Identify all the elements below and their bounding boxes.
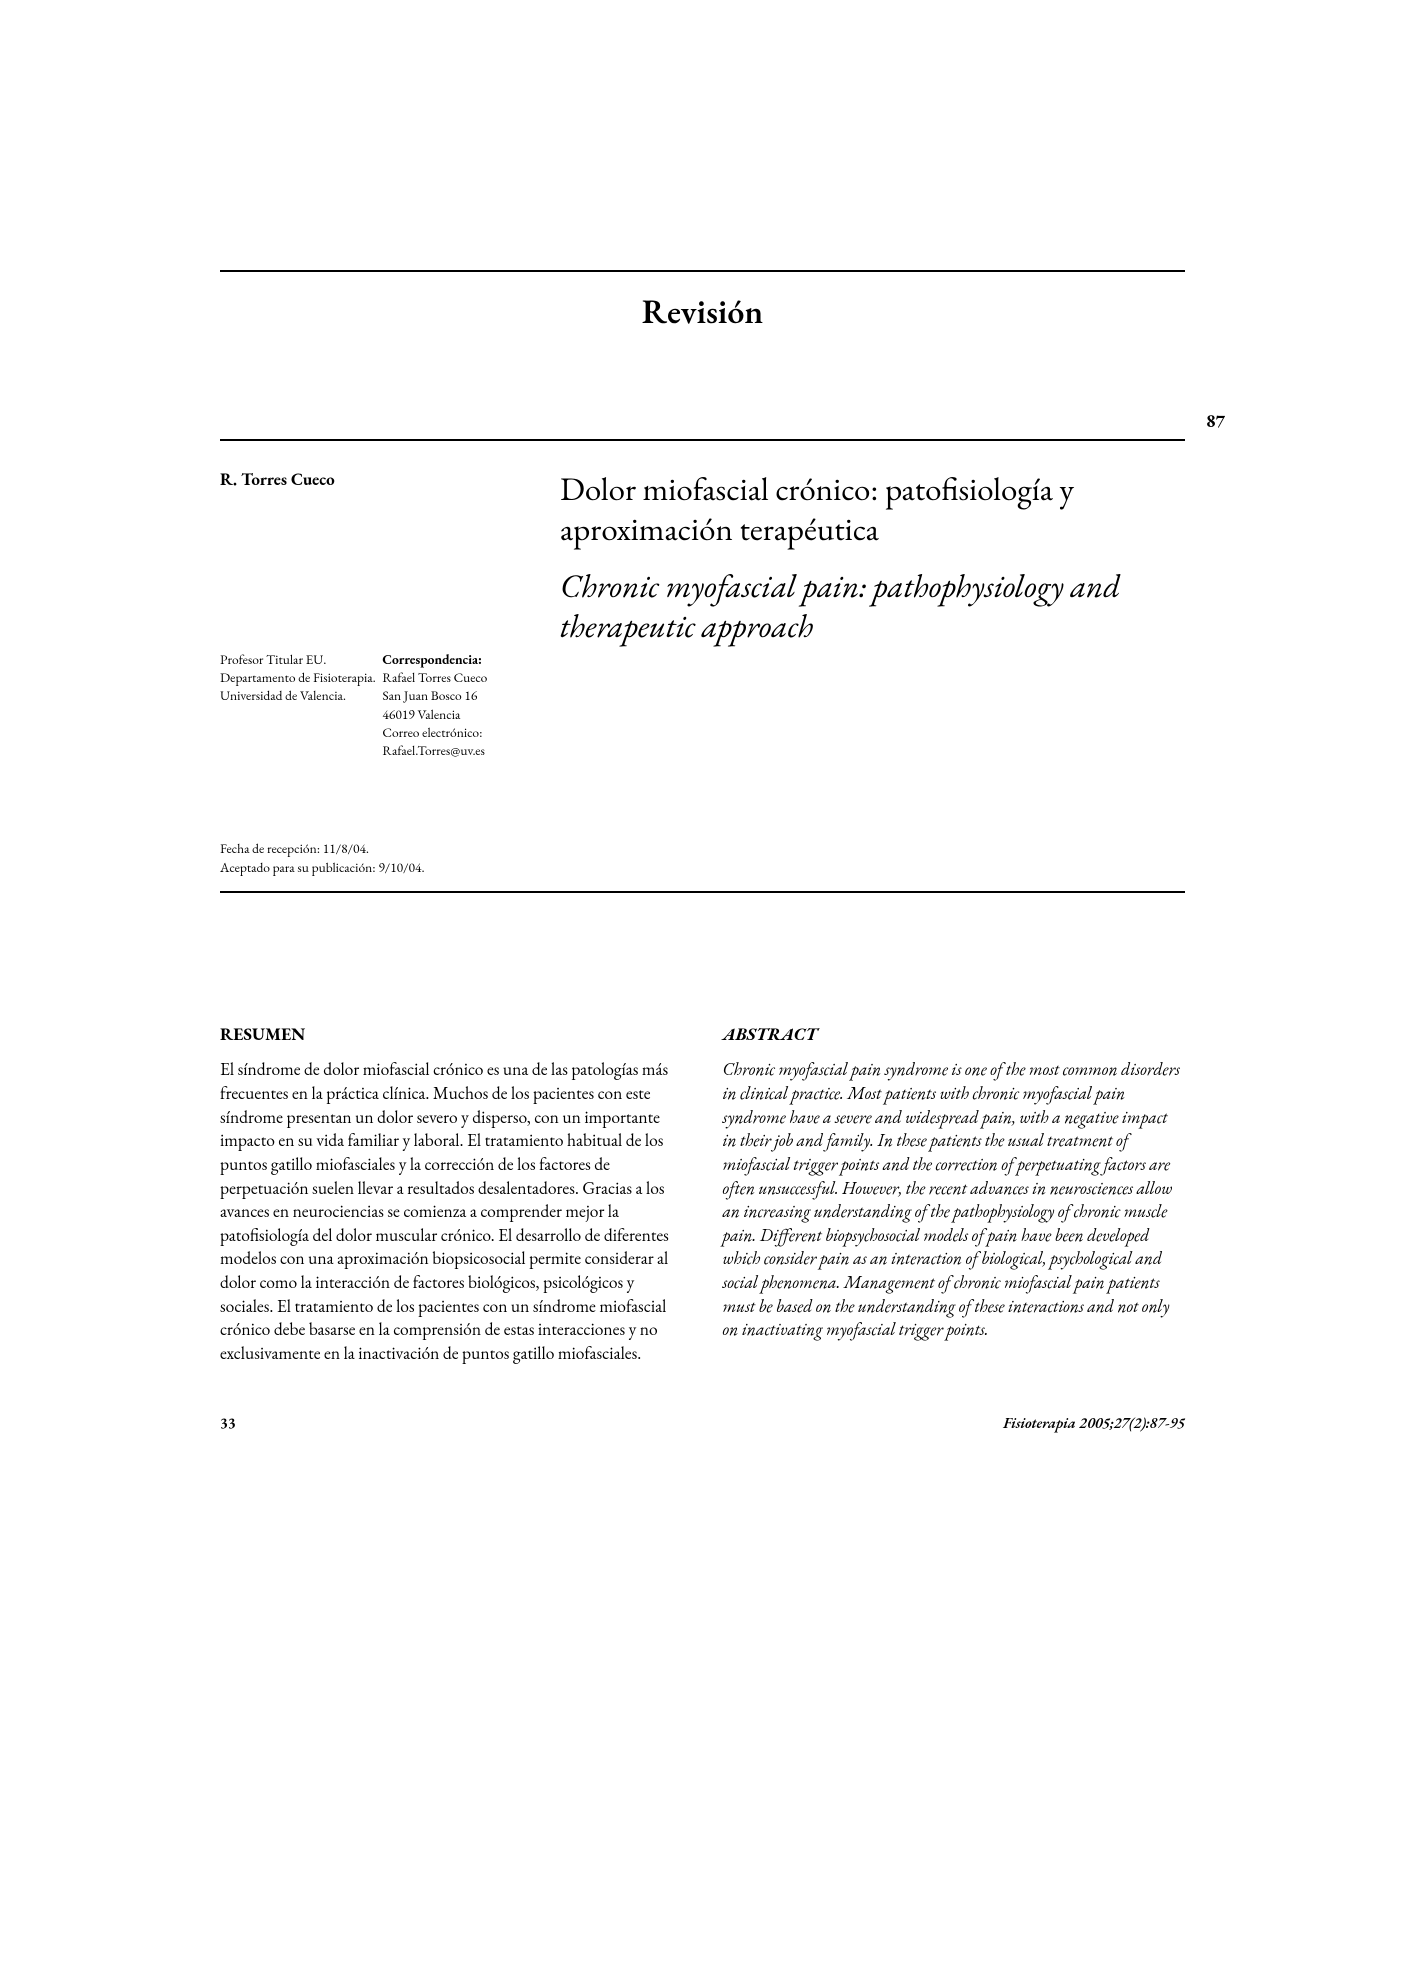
abstract-heading: ABSTRACT [723,1023,1186,1047]
correspondence-addr: 46019 Valencia [382,706,530,724]
section-label: Revisión [220,290,1185,334]
affiliation-line: Universidad de Valencia. [220,687,382,705]
correspondence: Correspondencia: Rafael Torres Cueco San… [382,651,530,760]
page-number: 87 [1206,410,1225,433]
affiliation-block: Profesor Titular EU. Departamento de Fis… [220,651,530,760]
resumen-column: RESUMEN El síndrome de dolor miofascial … [220,1023,683,1366]
author-name: R. Torres Cueco [220,469,530,491]
correspondence-addr: San Juan Bosco 16 [382,687,530,705]
rule-after-header [220,891,1185,893]
title-column: Dolor miofascial crónico: patofisiología… [550,469,1185,877]
abstract-column: ABSTRACT Chronic myofascial pain syndrom… [723,1023,1186,1366]
header-block: R. Torres Cueco Profesor Titular EU. Dep… [220,469,1185,877]
affiliation: Profesor Titular EU. Departamento de Fis… [220,651,382,760]
article-title-en: Chronic myofascial pain: pathophysiology… [560,566,1185,647]
correspondence-email: Rafael.Torres@uv.es [382,742,530,760]
resumen-heading: RESUMEN [220,1023,683,1047]
date-accepted: Aceptado para su publicación: 9/10/04. [220,859,530,877]
correspondence-label: Correspondencia: [382,651,530,669]
footer-page-left: 33 [220,1414,236,1433]
article-title-es: Dolor miofascial crónico: patofisiología… [560,469,1185,550]
correspondence-email-label: Correo electrónico: [382,724,530,742]
author-affiliation-column: R. Torres Cueco Profesor Titular EU. Dep… [220,469,550,877]
rule-mid [220,439,1185,441]
affiliation-line: Profesor Titular EU. [220,651,382,669]
affiliation-line: Departamento de Fisioterapia. [220,669,382,687]
footer: 33 Fisioterapia 2005;27(2):87-95 [220,1414,1185,1433]
dates-block: Fecha de recepción: 11/8/04. Aceptado pa… [220,840,530,876]
resumen-text: El síndrome de dolor miofascial crónico … [220,1058,683,1365]
footer-citation: Fisioterapia 2005;27(2):87-95 [1003,1414,1185,1433]
abstracts-row: RESUMEN El síndrome de dolor miofascial … [220,1023,1185,1366]
rule-top [220,270,1185,272]
abstract-text: Chronic myofascial pain syndrome is one … [723,1058,1186,1342]
correspondence-name: Rafael Torres Cueco [382,669,530,687]
date-received: Fecha de recepción: 11/8/04. [220,840,530,858]
